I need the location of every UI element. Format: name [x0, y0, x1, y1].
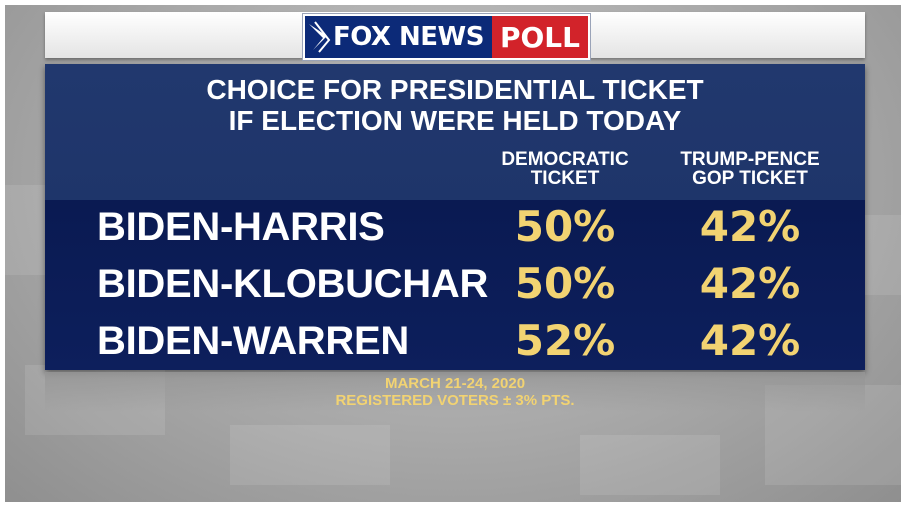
background-graphic	[230, 425, 390, 485]
footer-shadow	[45, 372, 865, 412]
democratic-value: 52%	[514, 316, 616, 365]
column-header-gop: TRUMP-PENCE GOP TICKET	[660, 150, 840, 188]
background-graphic	[580, 435, 720, 495]
poll-sample: REGISTERED VOTERS ± 3% PTS.	[335, 392, 575, 409]
democratic-value: 50%	[514, 202, 616, 251]
searchlight-icon	[309, 21, 331, 53]
headline-line-2: IF ELECTION WERE HELD TODAY	[228, 105, 682, 136]
poll-headline: CHOICE FOR PRESIDENTIAL TICKET IF ELECTI…	[45, 74, 865, 136]
column-header-line-1: TRUMP-PENCE	[680, 149, 820, 170]
column-header-line-1: DEMOCRATIC	[501, 149, 629, 170]
results-band	[45, 200, 865, 370]
gop-value: 42%	[699, 202, 801, 251]
ticket-label: BIDEN-HARRIS	[97, 205, 385, 249]
result-row: BIDEN-HARRIS 50% 42%	[45, 199, 865, 255]
fox-news-text: FOX NEWS	[333, 22, 484, 52]
column-header-line-2: TICKET	[530, 168, 600, 189]
column-header-line-2: GOP TICKET	[692, 168, 808, 189]
result-row: BIDEN-KLOBUCHAR 50% 42%	[45, 256, 865, 312]
gop-value: 42%	[699, 259, 801, 308]
ticket-label: BIDEN-WARREN	[97, 319, 409, 363]
result-row: BIDEN-WARREN 52% 42%	[45, 313, 865, 369]
headline-line-1: CHOICE FOR PRESIDENTIAL TICKET	[206, 74, 704, 105]
poll-dates: MARCH 21-24, 2020	[384, 375, 526, 392]
fox-news-wordmark: FOX NEWS	[305, 16, 492, 58]
fox-news-poll-logo: FOX NEWS POLL	[303, 14, 590, 60]
democratic-value: 50%	[514, 259, 616, 308]
poll-text: POLL	[499, 20, 580, 54]
ticket-label: BIDEN-KLOBUCHAR	[97, 262, 489, 306]
column-header-democratic: DEMOCRATIC TICKET	[475, 150, 655, 188]
gop-value: 42%	[699, 316, 801, 365]
poll-wordmark: POLL	[491, 16, 588, 58]
